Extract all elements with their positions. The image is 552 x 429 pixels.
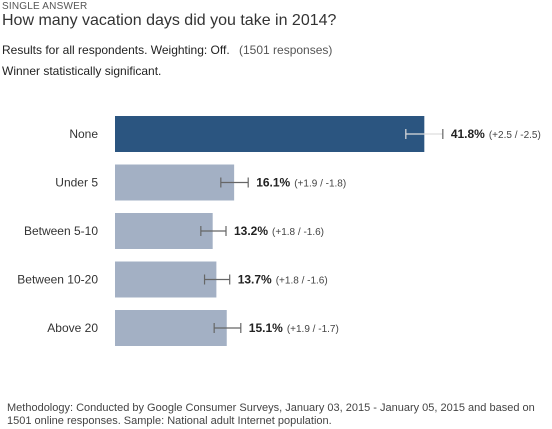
bar-none xyxy=(115,116,425,152)
survey-question: How many vacation days did you take in 2… xyxy=(2,12,337,29)
value-label-under-5: 16.1% (+1.9 / -1.8) xyxy=(256,176,346,190)
category-label-under-5: Under 5 xyxy=(55,176,98,190)
confidence-interval-between-10-20: (+1.8 / -1.6) xyxy=(276,276,328,287)
results-info: Results for all respondents. Weighting: … xyxy=(2,43,332,57)
confidence-interval-between-5-10: (+1.8 / -1.6) xyxy=(272,227,324,238)
value-label-between-5-10: 13.2% (+1.8 / -1.6) xyxy=(234,224,324,238)
methodology-note: Methodology: Conducted by Google Consume… xyxy=(7,402,535,427)
confidence-interval-none: (+2.5 / -2.5) xyxy=(489,130,541,141)
value-label-none: 41.8% (+2.5 / -2.5) xyxy=(451,127,541,141)
response-count: (1501 responses) xyxy=(239,43,333,57)
value-percent-between-10-20: 13.7% xyxy=(238,273,272,287)
value-percent-above-20: 15.1% xyxy=(249,321,283,335)
bar-between-5-10 xyxy=(115,213,213,249)
significance-note: Winner statistically significant. xyxy=(2,64,162,78)
confidence-interval-under-5: (+1.9 / -1.8) xyxy=(294,179,346,190)
value-percent-none: 41.8% xyxy=(451,127,485,141)
bar-between-10-20 xyxy=(115,261,217,298)
value-percent-between-5-10: 13.2% xyxy=(234,224,268,238)
results-bar-chart: None 41.8% (+2.5 / -2.5) Under 5 16.1% (+1.9 … xyxy=(17,116,541,346)
category-label-between-10-20: Between 10-20 xyxy=(17,273,98,287)
weighting-text: Results for all respondents. Weighting: … xyxy=(2,43,230,57)
answer-type-label: SINGLE ANSWER xyxy=(2,1,88,12)
bar-above-20 xyxy=(115,310,227,346)
category-label-between-5-10: Between 5-10 xyxy=(24,224,98,238)
category-label-none: None xyxy=(69,127,98,141)
value-percent-under-5: 16.1% xyxy=(256,176,290,190)
value-label-between-10-20: 13.7% (+1.8 / -1.6) xyxy=(238,273,328,287)
category-label-above-20: Above 20 xyxy=(47,321,98,335)
confidence-interval-above-20: (+1.9 / -1.7) xyxy=(287,324,339,335)
bar-under-5 xyxy=(115,164,235,201)
value-label-above-20: 15.1% (+1.9 / -1.7) xyxy=(249,321,339,335)
